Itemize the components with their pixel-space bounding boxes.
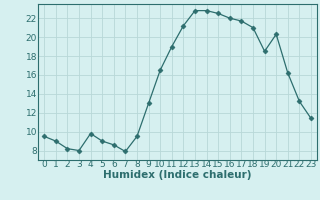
X-axis label: Humidex (Indice chaleur): Humidex (Indice chaleur) <box>103 170 252 180</box>
